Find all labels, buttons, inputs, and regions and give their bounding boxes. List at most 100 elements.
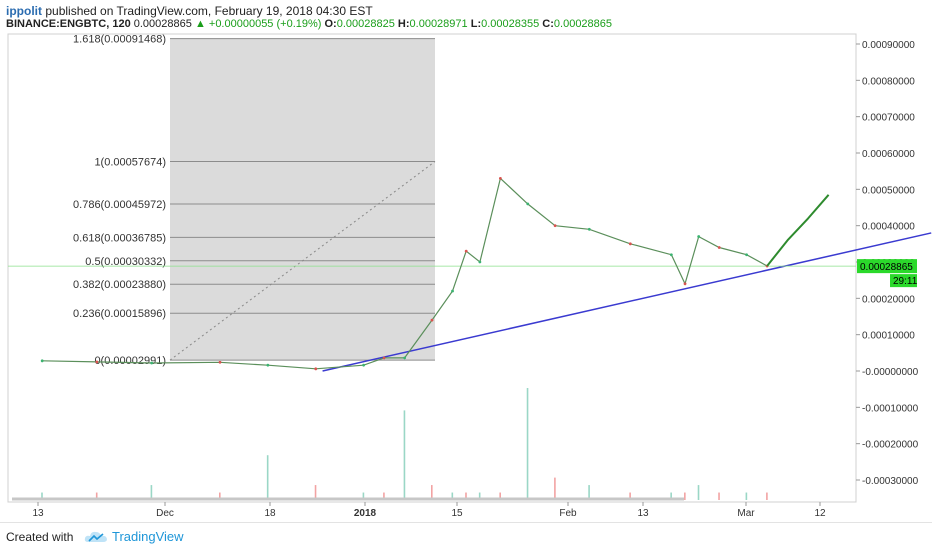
price-line	[42, 177, 768, 370]
symbol-label: BINANCE:ENGBTC, 120	[6, 18, 131, 30]
volume-bar	[554, 477, 556, 500]
open-label: O:	[324, 18, 337, 30]
volume-bar	[684, 492, 686, 500]
price-tags: 0.00028865 29:11	[857, 259, 918, 288]
volume-bar	[478, 492, 481, 500]
volume-bar	[629, 492, 631, 500]
volume-bar	[41, 492, 43, 500]
volume-bar	[499, 492, 501, 500]
volume-bar	[403, 410, 406, 500]
price-point	[362, 363, 366, 367]
publish-info: ippolit published on TradingView.com, Fe…	[6, 4, 373, 18]
volume-bar	[670, 492, 672, 500]
last-price-tag: 0.00028865	[860, 262, 913, 273]
price-axis-label: -0.00000000	[862, 367, 919, 378]
fib-level-label: 0.786(0.00045972)	[73, 199, 166, 211]
price-point	[745, 253, 748, 257]
volume-bar	[362, 492, 365, 500]
price-point	[266, 363, 270, 367]
footer: Created with TradingView	[0, 522, 932, 551]
price-point	[587, 227, 591, 231]
countdown-tag-bg	[890, 274, 917, 288]
time-axis-label: 13	[32, 508, 44, 519]
price-axis-label: 0.00090000	[862, 40, 915, 51]
price-point	[526, 202, 530, 206]
price-axis-label: 0.00010000	[862, 331, 915, 342]
volume-bar	[451, 492, 454, 500]
price-axis-label: 0.00070000	[862, 113, 915, 124]
price-chart[interactable]: 1.618(0.00091468) 1(0.00057674) 0.786(0.00…	[0, 0, 932, 522]
tradingview-brand[interactable]: TradingView	[112, 529, 184, 544]
volume-bar	[697, 485, 700, 500]
price-point	[628, 242, 632, 246]
time-axis-label: 13	[637, 508, 649, 519]
created-with-text: Created with	[6, 530, 74, 544]
last-price: 0.00028865	[133, 18, 192, 30]
low-label: L:	[470, 18, 482, 30]
price-point	[464, 249, 468, 253]
price-axis-label: -0.00020000	[862, 440, 919, 451]
fib-trend-line	[169, 161, 436, 361]
price-point	[314, 367, 318, 371]
price-point	[382, 356, 386, 360]
volume-bar	[526, 388, 529, 500]
price-point	[95, 360, 99, 364]
price-point	[430, 318, 434, 322]
up-arrow-icon: ▲	[194, 18, 206, 30]
volume-bar	[219, 492, 221, 500]
open-value: 0.00028825	[336, 18, 395, 30]
author-link[interactable]: ippolit	[6, 4, 42, 18]
close-label: C:	[542, 18, 554, 30]
price-axis-label: -0.00030000	[862, 476, 919, 487]
volume-bars	[12, 388, 768, 501]
high-label: H:	[397, 18, 410, 30]
price-point	[403, 356, 407, 360]
volume-bar	[314, 485, 317, 500]
volume-bar	[766, 492, 768, 500]
price-series	[40, 177, 830, 371]
fib-level-label: 0.236(0.00015896)	[73, 308, 166, 320]
price-axis-label: 0.00080000	[862, 76, 915, 87]
price-point	[451, 289, 454, 293]
price-point	[697, 235, 701, 238]
price-point	[669, 253, 673, 257]
fib-level-label: 1(0.00057674)	[94, 156, 166, 168]
volume-bar	[266, 455, 269, 500]
price-point	[717, 246, 721, 249]
projection-path	[766, 194, 830, 267]
time-axis-label: 15	[451, 508, 463, 519]
close-value: 0.00028865	[553, 18, 613, 30]
volume-bar	[431, 485, 433, 500]
support-trendline	[322, 232, 932, 372]
countdown-tag: 29:11	[893, 276, 918, 287]
time-axis-label: 12	[814, 508, 826, 519]
fib-level-label: 0.618(0.00036785)	[73, 232, 166, 244]
price-axis-label: 0.00020000	[862, 294, 915, 305]
fib-level-label: 1.618(0.00091468)	[73, 34, 166, 46]
fib-level-label: 0.382(0.00023880)	[73, 279, 166, 291]
fib-background	[170, 38, 435, 361]
volume-bar	[745, 492, 748, 500]
time-axis-label: 2018	[354, 508, 377, 519]
last-price-tag-bg	[857, 259, 917, 274]
time-axis-label: Dec	[156, 508, 174, 519]
volume-bar	[150, 485, 153, 500]
volume-bar	[383, 492, 385, 500]
trend-lines[interactable]	[8, 232, 932, 372]
price-axis-label: 0.00050000	[862, 185, 915, 196]
time-axis-label: 18	[264, 508, 276, 519]
price-point	[40, 359, 44, 363]
price-point	[150, 361, 154, 365]
price-point	[218, 360, 222, 364]
fib-retracement[interactable]: 1.618(0.00091468) 1(0.00057674) 0.786(0.00…	[73, 34, 436, 367]
time-axis[interactable]: 13 Dec 18 2018 15 Feb 13 Mar 12	[32, 502, 826, 519]
tradingview-cloud-icon	[84, 531, 107, 542]
volume-bar	[718, 492, 720, 500]
price-axis-label: 0.00040000	[862, 222, 915, 233]
published-text: published on TradingView.com, February 1…	[45, 4, 373, 18]
ohlc-legend: BINANCE:ENGBTC, 120 0.00028865 ▲ +0.0000…	[6, 18, 612, 30]
price-point	[683, 282, 687, 286]
price-axis-label: 0.00060000	[862, 149, 915, 160]
price-point	[498, 177, 502, 180]
price-point	[478, 260, 482, 264]
